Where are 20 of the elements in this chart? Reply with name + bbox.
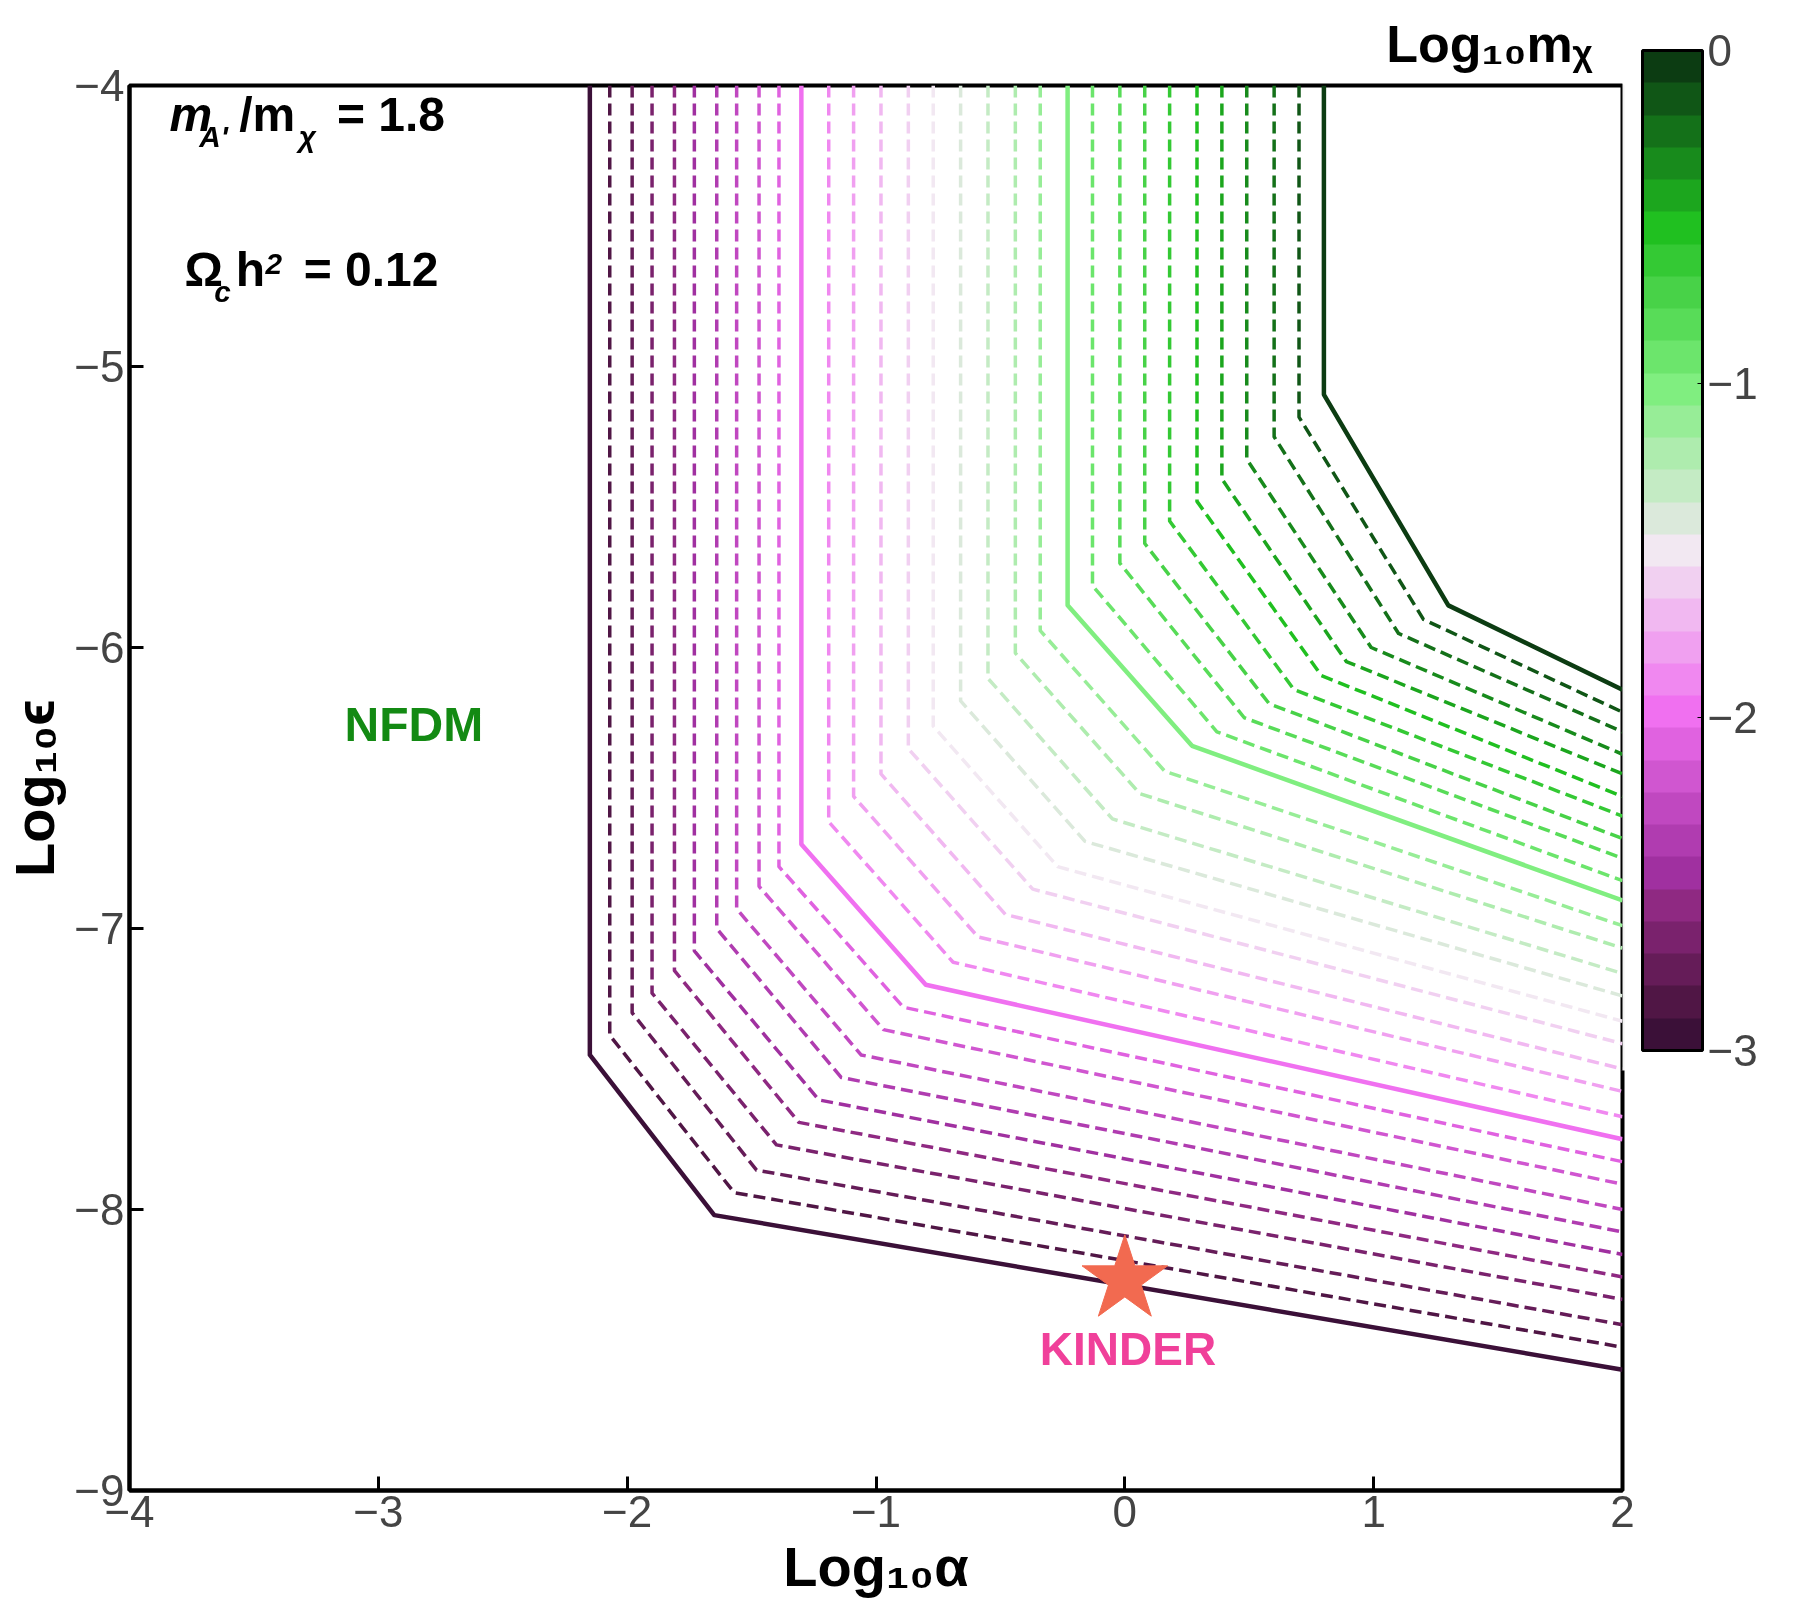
x-tick-label: −1	[850, 1486, 902, 1536]
color-bar-label: −2	[1707, 692, 1758, 742]
color-bar-label: −3	[1707, 1026, 1758, 1075]
y-tick-label: −4	[74, 61, 125, 110]
color-bar-label: 0	[1707, 26, 1732, 75]
x-tick-label: 2	[1610, 1486, 1635, 1536]
x-axis-title: Log₁₀α	[783, 1534, 969, 1598]
y-tick-label: −5	[74, 342, 125, 391]
annotation: NFDM	[344, 697, 484, 751]
series-label: KINDER	[1039, 1322, 1217, 1375]
y-tick-label: −6	[74, 623, 125, 672]
color-bar-title: Log₁₀mᵪ	[1386, 15, 1593, 73]
y-axis-title: Log₁₀ϵ	[3, 699, 67, 877]
x-tick-label: 0	[1112, 1486, 1138, 1536]
y-tick-label: −8	[74, 1185, 125, 1234]
color-bar-label: −1	[1707, 359, 1758, 409]
x-tick-label: −2	[602, 1486, 653, 1536]
x-tick-label: 1	[1361, 1486, 1386, 1536]
x-tick-label: −3	[353, 1486, 404, 1536]
y-tick-label: −7	[74, 904, 125, 953]
